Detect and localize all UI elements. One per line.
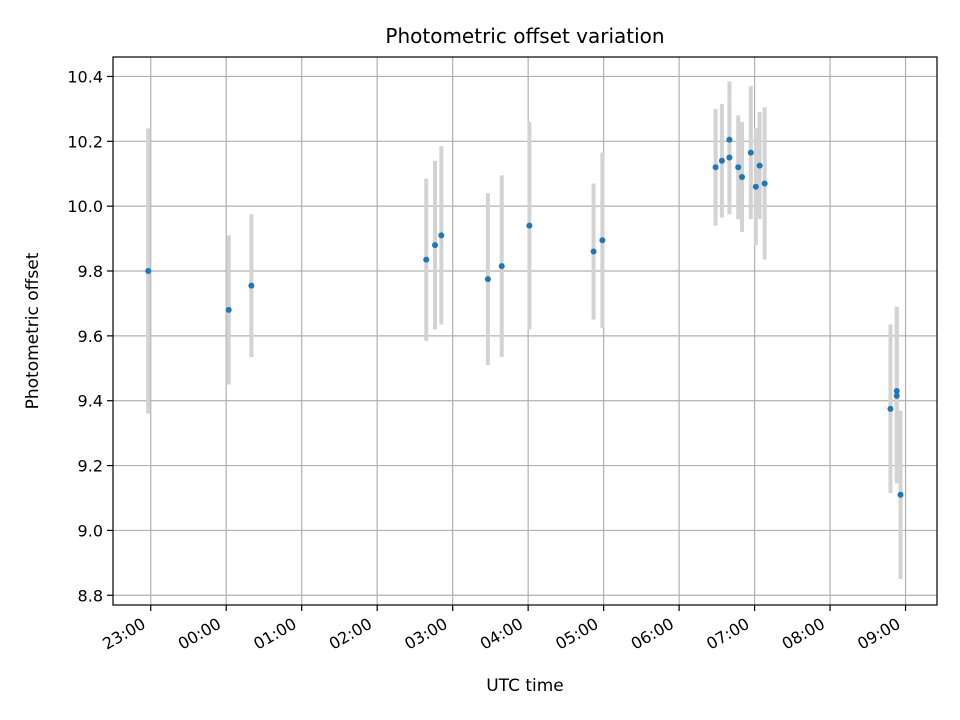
data-point xyxy=(887,405,894,412)
y-tick-label: 9.2 xyxy=(78,457,103,476)
data-point xyxy=(897,491,904,498)
data-point xyxy=(712,164,719,171)
y-tick-label: 9.0 xyxy=(78,521,103,540)
data-point xyxy=(145,268,152,275)
plot-frame xyxy=(112,56,938,606)
data-points xyxy=(145,136,904,498)
data-point xyxy=(739,173,746,180)
y-tick-label: 9.4 xyxy=(78,392,103,411)
data-point xyxy=(893,387,900,394)
data-point xyxy=(726,154,733,161)
data-point xyxy=(747,149,754,156)
data-point xyxy=(498,263,505,270)
chart-title: Photometric offset variation xyxy=(385,24,664,48)
data-point xyxy=(726,136,733,143)
data-point xyxy=(225,306,232,313)
y-tick-label: 8.8 xyxy=(78,586,103,605)
data-point xyxy=(590,248,597,255)
data-point xyxy=(752,183,759,190)
data-point xyxy=(526,222,533,229)
data-point xyxy=(599,237,606,244)
y-tick-label: 10.0 xyxy=(67,197,103,216)
y-tick-label: 10.2 xyxy=(67,132,103,151)
data-point xyxy=(432,242,439,249)
data-point xyxy=(718,157,725,164)
y-axis-title: Photometric offset xyxy=(23,252,43,409)
data-point xyxy=(893,392,900,399)
data-point xyxy=(423,256,430,263)
x-axis-title: UTC time xyxy=(486,676,564,696)
data-point xyxy=(735,164,742,171)
data-point xyxy=(484,276,491,283)
y-tick-label: 9.8 xyxy=(78,262,103,281)
data-point xyxy=(248,282,255,289)
data-point xyxy=(438,232,445,239)
y-tick-label: 10.4 xyxy=(67,67,103,86)
y-tick-label: 9.6 xyxy=(78,327,103,346)
data-point xyxy=(761,180,768,187)
data-point xyxy=(756,162,763,169)
y-axis-ticks: 8.8 9.0 9.2 9.4 9.6 9.8 10.0 10.2 10.4 xyxy=(67,67,113,605)
